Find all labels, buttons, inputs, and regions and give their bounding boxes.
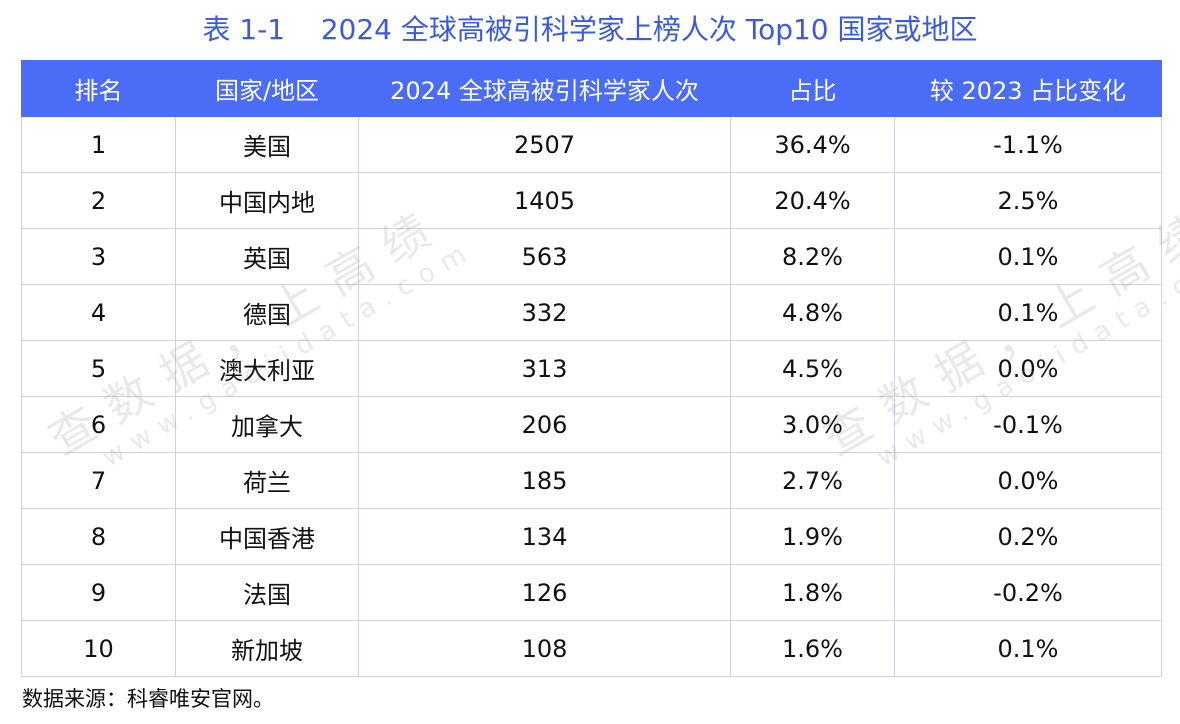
share-cell: 1.6% [730,620,895,677]
column-header-rank: 排名 [21,60,176,117]
rank-cell: 2 [21,172,176,229]
rank-cell: 6 [21,396,176,453]
rank-cell: 8 [21,508,176,565]
change-cell: 0.0% [894,452,1162,509]
region-cell: 英国 [175,228,359,285]
region-cell: 德国 [175,284,359,341]
change-cell: 0.1% [894,620,1162,677]
change-cell: 0.1% [894,284,1162,341]
region-cell: 加拿大 [175,396,359,453]
share-cell: 4.8% [730,284,895,341]
share-cell: 20.4% [730,172,895,229]
table-row: 9 法国 126 1.8% -0.2% [21,564,1162,621]
share-cell: 3.0% [730,396,895,453]
column-header-count: 2024 全球高被引科学家人次 [358,60,731,117]
count-cell: 108 [358,620,731,677]
rank-cell: 7 [21,452,176,509]
share-cell: 1.9% [730,508,895,565]
table-row: 8 中国香港 134 1.9% 0.2% [21,508,1162,565]
share-cell: 1.8% [730,564,895,621]
table-body: 1 美国 2507 36.4% -1.1% 2 中国内地 1405 20.4% 2.5% 3 英国 56… [21,117,1162,677]
table-row: 1 美国 2507 36.4% -1.1% [21,117,1162,173]
column-header-change: 较 2023 占比变化 [894,60,1162,117]
share-cell: 4.5% [730,340,895,397]
table-row: 7 荷兰 185 2.7% 0.0% [21,452,1162,509]
column-header-share: 占比 [730,60,895,117]
share-cell: 2.7% [730,452,895,509]
change-cell: 0.1% [894,228,1162,285]
header-row: 排名 国家/地区 2024 全球高被引科学家人次 占比 较 2023 占比变化 [21,60,1162,117]
table-row: 5 澳大利亚 313 4.5% 0.0% [21,340,1162,397]
rank-cell: 4 [21,284,176,341]
data-source-note: 数据来源：科睿唯安官网。 [22,687,274,711]
rank-cell: 5 [21,340,176,397]
rank-cell: 10 [21,620,176,677]
share-cell: 36.4% [730,117,895,173]
change-cell: -1.1% [894,117,1162,173]
count-cell: 332 [358,284,731,341]
region-cell: 荷兰 [175,452,359,509]
region-cell: 澳大利亚 [175,340,359,397]
rank-cell: 9 [21,564,176,621]
change-cell: 2.5% [894,172,1162,229]
region-cell: 中国内地 [175,172,359,229]
column-header-region: 国家/地区 [175,60,359,117]
rank-cell: 3 [21,228,176,285]
region-cell: 法国 [175,564,359,621]
share-cell: 8.2% [730,228,895,285]
count-cell: 134 [358,508,731,565]
change-cell: 0.2% [894,508,1162,565]
count-cell: 313 [358,340,731,397]
count-cell: 206 [358,396,731,453]
region-cell: 中国香港 [175,508,359,565]
table-row: 2 中国内地 1405 20.4% 2.5% [21,172,1162,229]
table-row: 3 英国 563 8.2% 0.1% [21,228,1162,285]
change-cell: 0.0% [894,340,1162,397]
count-cell: 563 [358,228,731,285]
table-row: 10 新加坡 108 1.6% 0.1% [21,620,1162,677]
count-cell: 126 [358,564,731,621]
change-cell: -0.1% [894,396,1162,453]
table-row: 4 德国 332 4.8% 0.1% [21,284,1162,341]
rank-cell: 1 [21,117,176,173]
table-title: 表 1-1 2024 全球高被引科学家上榜人次 Top10 国家或地区 [202,13,978,46]
change-cell: -0.2% [894,564,1162,621]
region-cell: 美国 [175,117,359,173]
count-cell: 2507 [358,117,731,173]
table-row: 6 加拿大 206 3.0% -0.1% [21,396,1162,453]
region-cell: 新加坡 [175,620,359,677]
ranking-table: 排名 国家/地区 2024 全球高被引科学家人次 占比 较 2023 占比变化 … [21,60,1162,677]
count-cell: 1405 [358,172,731,229]
count-cell: 185 [358,452,731,509]
